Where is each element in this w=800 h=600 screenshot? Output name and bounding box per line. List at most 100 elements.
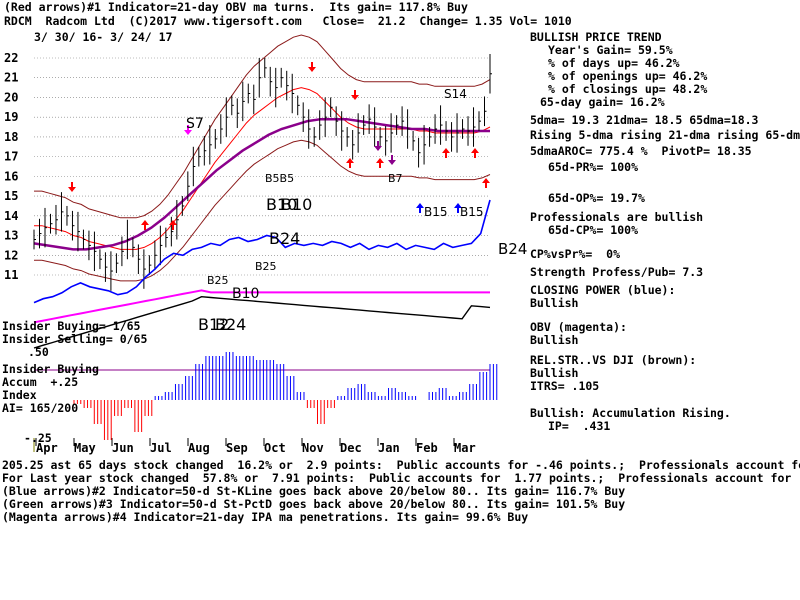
openings-up: % of openings up= 46.2%	[548, 69, 708, 83]
month-label: Dec	[340, 441, 362, 455]
obv-state: Bullish	[530, 333, 579, 347]
insider-buying-2: Insider Buying	[2, 362, 99, 376]
relative-strength-line	[33, 295, 491, 349]
signal-label: B15	[460, 205, 484, 219]
signal-label: B24	[215, 315, 246, 334]
y-tick-label: 22	[4, 51, 18, 65]
footer-line1: 205.25 ast 65 days stock changed 16.2% o…	[2, 458, 800, 472]
signal-arrow-head	[169, 220, 177, 225]
signal-label: B15	[424, 205, 448, 219]
signal-label: S14	[444, 87, 467, 101]
signal-arrow-head	[374, 146, 382, 151]
accum-tick-neg25: -.25	[24, 431, 52, 445]
accum-tick-50: .50	[28, 345, 49, 359]
month-label: Sep	[226, 441, 248, 455]
header-line1: (Red arrows)#1 Indicator=21-day OBV ma t…	[4, 0, 468, 14]
rising-mas: Rising 5-dma rising 21-dma rising 65-dma	[530, 128, 800, 142]
signal-label: B10	[281, 195, 312, 214]
signal-label: S7	[186, 116, 204, 132]
month-label: Feb	[416, 441, 438, 455]
aroc-pivot: 5dmaAROC= 775.4 % PivotP= 18.35	[530, 144, 752, 158]
trend-title: BULLISH PRICE TREND	[530, 30, 662, 44]
ip-value: IP= .431	[548, 419, 611, 433]
relstr-state: Bullish	[530, 366, 579, 380]
footer-line3: (Blue arrows)#2 Indicator=50-d St-KLine …	[2, 484, 626, 498]
closing-power-line	[33, 199, 491, 304]
signal-label: B24	[269, 229, 300, 248]
closing-power-state: Bullish	[530, 296, 579, 310]
signal-label: B10	[266, 195, 297, 214]
month-label: Jul	[150, 441, 172, 455]
signal-label: B5B5	[265, 172, 294, 185]
signal-arrow-head	[346, 158, 354, 163]
signal-label: B7	[388, 172, 403, 185]
signal-label: B12	[198, 315, 229, 334]
relstr-label: REL.STR..VS DJI (brown):	[530, 353, 697, 367]
month-label: Nov	[302, 441, 324, 455]
y-tick-label: 20	[4, 90, 18, 104]
cp-vs-pr: CP%vsPr%= 0%	[530, 247, 621, 261]
ma21-line	[34, 87, 491, 250]
y-tick-label: 19	[4, 110, 18, 124]
signal-arrow-head	[184, 130, 192, 135]
years-gain: Year's Gain= 59.5%	[548, 43, 673, 57]
insider-selling: Insider Selling= 0/65	[2, 332, 148, 346]
footer-line5: (Magenta arrows)#4 Indicator=21-day IPA …	[2, 510, 529, 524]
upper-band-line	[34, 34, 491, 219]
signal-arrow-head	[308, 67, 316, 72]
signal-arrow-head	[376, 158, 384, 163]
cp65: 65d-CP%= 100%	[548, 223, 639, 237]
signal-arrow-head	[482, 178, 490, 183]
op65: 65d-OP%= 19.7%	[548, 191, 645, 205]
strength: Strength Profess/Pub= 7.3	[530, 265, 704, 279]
signal-arrow-head	[442, 148, 450, 153]
obv-label: OBV (magenta):	[530, 320, 627, 334]
y-tick-label: 11	[4, 268, 18, 282]
insider-buying: Insider Buying= 1/65	[2, 319, 141, 333]
signal-arrow-head	[141, 220, 149, 225]
gain-65: 65-day gain= 16.2%	[540, 95, 665, 109]
y-tick-label: 16	[4, 169, 18, 183]
itrs: ITRS= .105	[530, 379, 600, 393]
signal-label: B25	[207, 274, 229, 287]
signal-arrow-head	[351, 95, 359, 100]
signal-arrow-head	[471, 148, 479, 153]
y-tick-label: 18	[4, 130, 18, 144]
signal-arrow-head	[416, 203, 424, 208]
date-range: 3/ 30/ 16- 3/ 24/ 17	[34, 30, 173, 44]
days-up: % of days up= 46.2%	[548, 56, 680, 70]
y-tick-label: 13	[4, 229, 18, 243]
lower-band-line	[34, 139, 491, 282]
month-label: Aug	[188, 441, 210, 455]
month-label: Oct	[264, 441, 286, 455]
professionals: Professionals are bullish	[530, 210, 704, 224]
signal-label: B24	[498, 240, 527, 258]
closings-up: % of closings up= 48.2%	[548, 82, 708, 96]
pr65: 65d-PR%= 100%	[548, 160, 639, 174]
footer-line4: (Green arrows)#3 Indicator=50-d St-PctD …	[2, 497, 626, 511]
accum-label: Accum +.25	[2, 375, 79, 389]
ma65-line	[33, 117, 490, 251]
signal-arrow-head	[388, 160, 396, 165]
y-tick-label: 21	[4, 71, 18, 85]
header-line2: RDCM Radcom Ltd (C)2017 www.tigersoft.co…	[4, 14, 572, 28]
ai-value: AI= 165/200	[2, 401, 79, 415]
accum-rising: Bullish: Accumulation Rising.	[530, 406, 731, 420]
closing-power-label: CLOSING POWER (blue):	[530, 283, 676, 297]
signal-label: B10	[232, 286, 259, 302]
obv-line	[33, 289, 490, 324]
month-label: May	[74, 441, 96, 455]
month-label: Jan	[378, 441, 400, 455]
y-tick-label: 14	[4, 209, 18, 223]
footer-line2: For Last year stock changed 57.8% or 7.9…	[2, 471, 800, 485]
y-tick-label: 12	[4, 248, 18, 262]
dma-values: 5dma= 19.3 21dma= 18.5 65dma=18.3	[530, 113, 759, 127]
signal-arrow-head	[68, 187, 76, 192]
month-label: Jun	[112, 441, 134, 455]
signal-label: B25	[255, 260, 277, 273]
signal-arrow-head	[454, 203, 462, 208]
month-label: Apr	[36, 441, 58, 455]
y-tick-label: 17	[4, 150, 18, 164]
